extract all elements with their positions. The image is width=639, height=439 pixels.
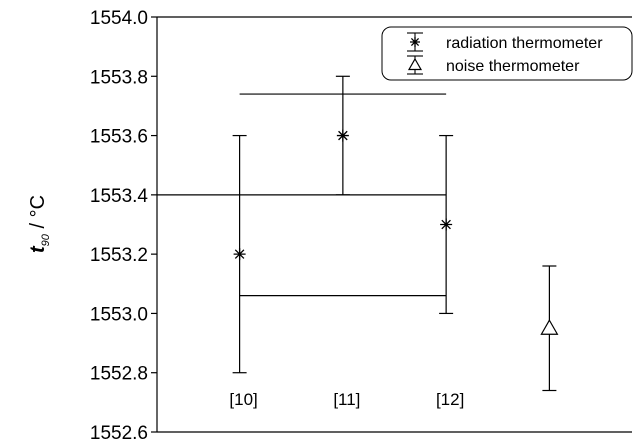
y-axis-title-text: t90 / °C: [27, 195, 52, 253]
legend-entry: noise thermometer: [407, 55, 580, 75]
plot-frame: [156, 16, 632, 433]
point-label: [11]: [333, 390, 360, 409]
y-tick-label: 1552.8: [90, 364, 148, 385]
data-points: [232, 75, 559, 392]
y-tick-label: 1554.0: [90, 8, 148, 29]
y-tick-label: 1553.0: [90, 304, 148, 325]
legend-box: [381, 26, 633, 81]
y-tick-label: 1553.4: [90, 186, 149, 207]
y-tick-label: 1553.6: [90, 127, 148, 148]
y-axis-symbol: t: [27, 245, 49, 253]
legend-label: radiation thermometer: [446, 35, 603, 52]
radiation-point: [439, 134, 454, 315]
point-labels: [10] [11] [12]: [229, 390, 464, 409]
y-tick-label: 1553.8: [90, 67, 148, 88]
reference-lines: [157, 93, 447, 297]
legend-entry: radiation thermometer: [407, 32, 603, 52]
legend-asterisk-icon: [407, 32, 423, 52]
y-tick-label: 1552.6: [90, 423, 148, 439]
asterisk-marker: [440, 218, 453, 231]
legend: radiation thermometer noise thermometer: [381, 26, 633, 81]
point-label: [10]: [229, 390, 257, 409]
asterisk-marker: [336, 129, 349, 142]
y-axis-subscript: 90: [40, 233, 52, 246]
y-ticks: 1552.6 1552.8 1553.0 1553.2 1553.4 1553.6 1553…: [90, 8, 157, 439]
triangle-marker: [540, 319, 559, 335]
y-axis-unit: / °C: [27, 195, 49, 234]
y-axis-title: t90 / °C: [27, 195, 52, 253]
legend-label: noise thermometer: [446, 58, 580, 75]
radiation-point: [335, 75, 350, 196]
radiation-point: [232, 134, 247, 374]
noise-point: [540, 265, 559, 392]
legend-triangle-icon: [407, 55, 423, 75]
asterisk-marker: [233, 248, 246, 261]
y-tick-label: 1553.2: [90, 245, 148, 266]
point-label: [12]: [436, 390, 464, 409]
